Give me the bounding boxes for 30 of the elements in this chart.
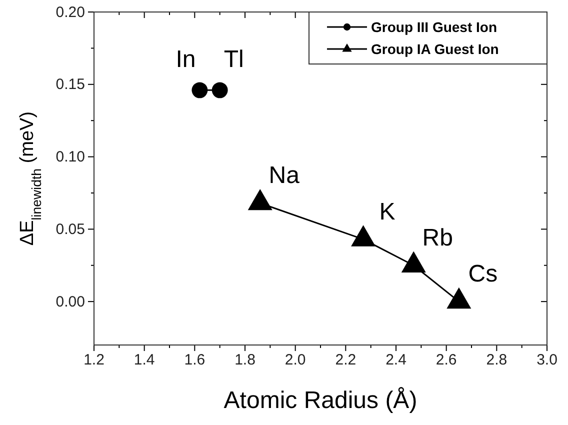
x-tick-label: 2.8 [486, 352, 508, 369]
y-tick-label: 0.00 [56, 293, 85, 310]
annotation: K [379, 198, 396, 226]
annotation: Tl [224, 46, 244, 74]
annotation: Na [268, 162, 300, 190]
x-tick-label: 2.6 [436, 352, 457, 369]
legend-label: Group III Guest Ion [371, 19, 497, 35]
point [248, 188, 272, 210]
x-axis-title: Atomic Radius (Å) [224, 387, 418, 414]
y-tick-label: 0.05 [56, 220, 85, 238]
x-tick-label: 1.4 [134, 352, 155, 369]
y-tick-label: 0.15 [56, 76, 85, 94]
annotation: Rb [422, 224, 453, 252]
y-tick-label: 0.20 [56, 4, 85, 21]
y-tick-label: 0.10 [56, 148, 85, 166]
point [401, 251, 426, 272]
x-tick-label: 1.8 [234, 352, 256, 369]
text: 2.0 [284, 352, 306, 369]
annotation: Cs [468, 260, 498, 288]
x-tick-label: 1.2 [84, 352, 104, 369]
x-tick-label: 1.6 [184, 352, 206, 369]
point [192, 82, 208, 98]
annotation: In [176, 46, 196, 74]
point [446, 287, 472, 309]
point [212, 82, 228, 98]
legend-label: Group IA Guest Ion [371, 41, 499, 57]
x-tick-label: 2.4 [386, 352, 406, 369]
x-tick-label: 2.2 [335, 352, 356, 369]
point [351, 225, 376, 246]
x-tick-label: 3.0 [536, 352, 558, 369]
